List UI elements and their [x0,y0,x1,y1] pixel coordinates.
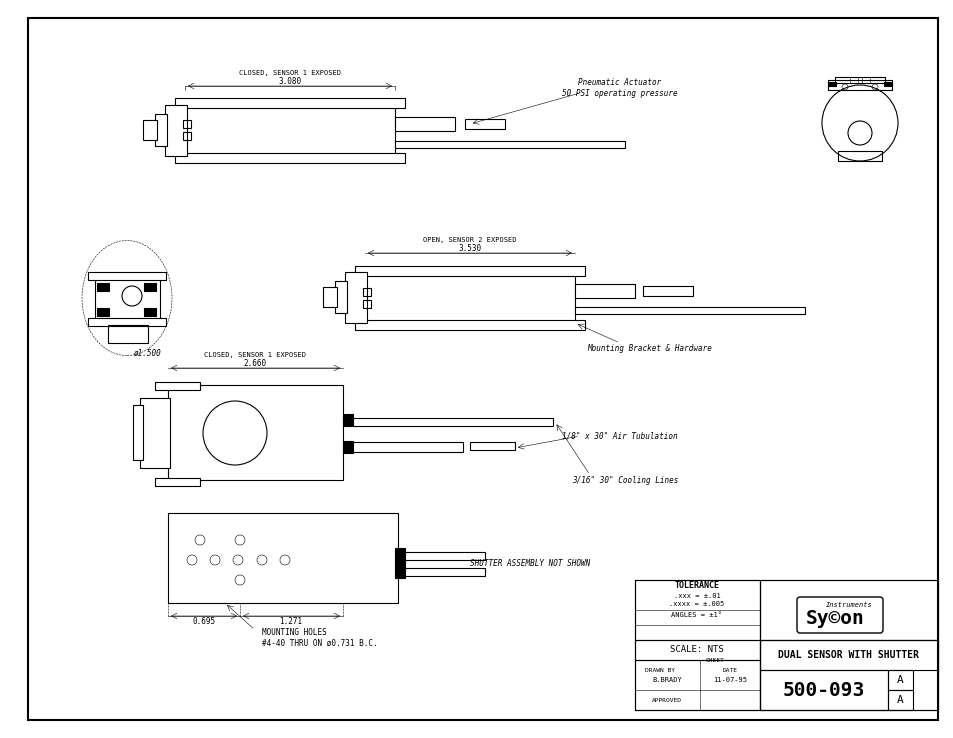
Bar [470,442,515,450]
Bar [343,414,353,426]
Bar [760,640,937,710]
Bar [353,418,553,426]
Bar [108,325,148,343]
Bar [635,660,760,710]
Text: .xxxx = ±.005: .xxxx = ±.005 [669,601,724,607]
Text: B.BRADY: B.BRADY [652,677,681,683]
Bar [154,478,200,486]
Bar [363,300,371,308]
Bar [575,284,635,298]
Bar [165,105,187,156]
Bar [635,640,760,660]
Text: 3.080: 3.080 [278,77,301,86]
Bar [827,82,835,86]
Text: DRAWN BY: DRAWN BY [644,667,675,672]
Text: SHUTTER ASSEMBLY NOT SHOWN: SHUTTER ASSEMBLY NOT SHOWN [470,559,590,568]
Text: DUAL SENSOR WITH SHUTTER: DUAL SENSOR WITH SHUTTER [778,650,919,660]
Bar [760,580,937,640]
Text: ANGLES = ±1°: ANGLES = ±1° [671,612,721,618]
Text: Pneumatic Actuator
50 PSI operating pressure: Pneumatic Actuator 50 PSI operating pres… [561,78,677,97]
Text: 3.530: 3.530 [458,244,481,252]
Bar [144,283,156,291]
Bar [760,670,887,710]
Bar [335,281,347,313]
Text: Mounting Bracket & Hardware: Mounting Bracket & Hardware [587,343,712,353]
Bar [635,580,760,640]
Bar [154,382,200,390]
Bar [143,120,157,140]
Bar [363,288,371,296]
Text: 3/16" 30" Cooling Lines: 3/16" 30" Cooling Lines [571,475,678,485]
Bar [183,132,191,140]
Bar [395,548,405,578]
Bar [183,120,191,128]
Bar [168,385,343,480]
Bar [395,117,455,131]
Bar [88,318,166,326]
Bar [635,580,937,710]
Bar [405,552,484,560]
Bar [834,77,884,83]
Bar [760,640,937,670]
Bar [345,272,367,323]
Bar [849,77,857,83]
Bar [343,441,353,453]
Bar [185,103,395,158]
Bar [144,308,156,316]
Bar [862,77,869,83]
Bar [887,670,912,690]
Bar [97,308,109,316]
Bar [642,286,692,296]
Bar [323,287,336,307]
Text: ø1.500: ø1.500 [134,348,162,357]
Bar [365,268,575,323]
Bar [174,153,405,163]
Bar [887,690,912,710]
Text: SCALE: NTS: SCALE: NTS [669,646,723,655]
Text: APPROVED: APPROVED [651,697,681,703]
Text: CLOSED, SENSOR 1 EXPOSED: CLOSED, SENSOR 1 EXPOSED [239,70,340,76]
Bar [575,307,804,314]
Text: A: A [896,675,902,685]
Bar [174,98,405,108]
Bar [154,114,167,146]
Text: 1/8" x 30" Air Tubulation: 1/8" x 30" Air Tubulation [561,432,677,441]
Bar [97,283,109,291]
Text: 0.695: 0.695 [193,616,215,626]
Text: TOLERANCE: TOLERANCE [674,581,719,590]
Text: 500-093: 500-093 [782,680,864,700]
Text: CLOSED, SENSOR 1 EXPOSED: CLOSED, SENSOR 1 EXPOSED [204,352,306,358]
Text: SHEET: SHEET [705,658,723,663]
Bar [827,80,891,90]
Text: .xxx = ±.01: .xxx = ±.01 [673,593,720,599]
Text: 2.660: 2.660 [243,359,266,368]
Bar [355,320,584,330]
Text: MOUNTING HOLES
#4-40 THRU ON ø0.731 B.C.: MOUNTING HOLES #4-40 THRU ON ø0.731 B.C. [262,628,377,648]
Bar [132,405,143,460]
Bar [395,141,624,148]
Bar [353,442,462,452]
Bar [405,568,484,576]
Bar [140,398,170,468]
Text: 11-07-95: 11-07-95 [712,677,746,683]
Bar [355,266,584,276]
Text: DATE: DATE [721,667,737,672]
Bar [837,151,882,161]
Bar [464,119,504,129]
Text: 1.271: 1.271 [279,616,302,626]
Bar [88,272,166,280]
Text: Instruments: Instruments [824,602,871,608]
Text: OPEN, SENSOR 2 EXPOSED: OPEN, SENSOR 2 EXPOSED [423,237,517,243]
Bar [168,513,397,603]
Bar [95,273,160,323]
Text: A: A [896,695,902,705]
Bar [883,82,891,86]
Text: Sy©on: Sy©on [804,609,863,627]
